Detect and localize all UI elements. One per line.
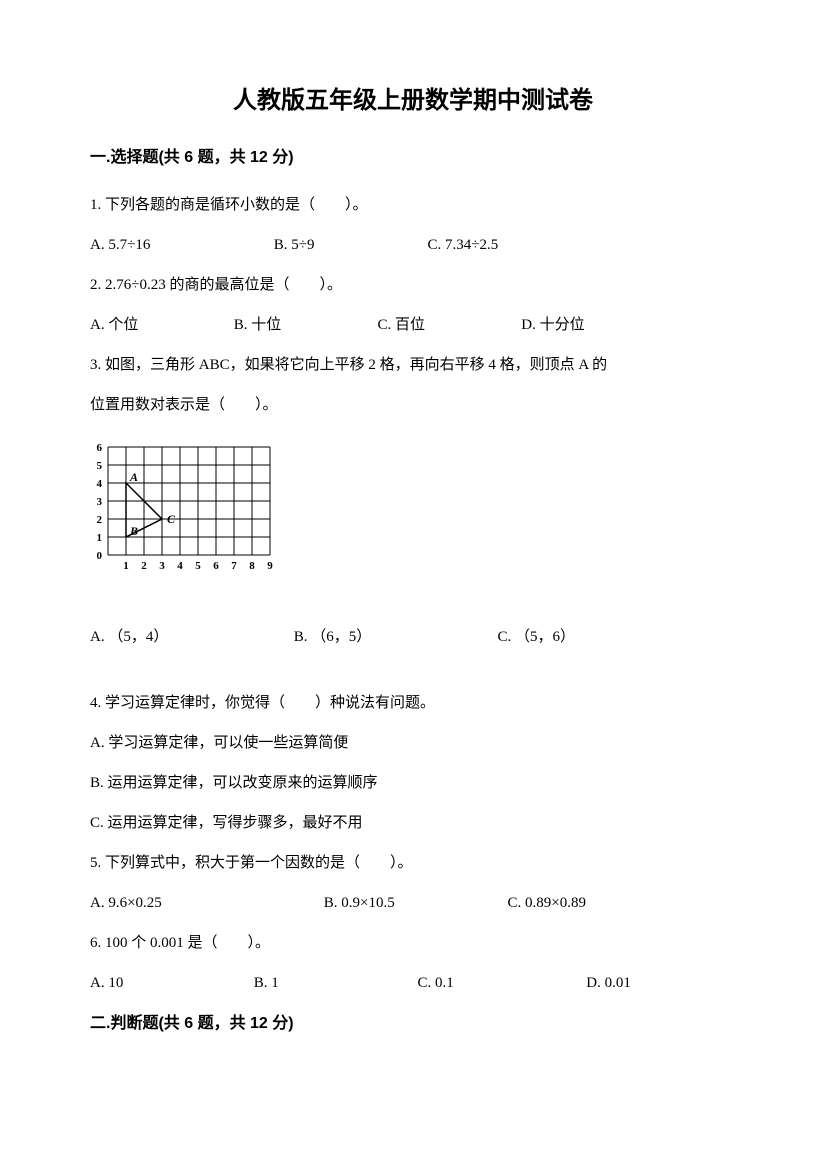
svg-text:C: C xyxy=(167,512,176,526)
svg-text:2: 2 xyxy=(97,514,103,526)
q2-opt-d: D. 十分位 xyxy=(521,307,661,343)
svg-text:6: 6 xyxy=(213,560,219,572)
q3-opt-a: A. （5，4） xyxy=(90,619,290,655)
q5-opt-b: B. 0.9×10.5 xyxy=(324,885,504,921)
svg-text:4: 4 xyxy=(97,478,103,490)
q1-opt-c: C. 7.34÷2.5 xyxy=(428,227,608,263)
question-4: 4. 学习运算定律时，你觉得（ ）种说法有问题。 xyxy=(90,685,736,721)
svg-text:B: B xyxy=(129,524,138,538)
svg-text:9: 9 xyxy=(267,560,273,572)
svg-text:6: 6 xyxy=(97,442,103,454)
q2-opt-b: B. 十位 xyxy=(234,307,374,343)
q2-opt-c: C. 百位 xyxy=(378,307,518,343)
svg-text:7: 7 xyxy=(231,560,237,572)
question-1-options: A. 5.7÷16 B. 5÷9 C. 7.34÷2.5 xyxy=(90,227,736,263)
svg-text:5: 5 xyxy=(195,560,201,572)
q2-opt-a: A. 个位 xyxy=(90,307,230,343)
q4-opt-a: A. 学习运算定律，可以使一些运算简便 xyxy=(90,725,736,761)
svg-text:8: 8 xyxy=(249,560,255,572)
q6-opt-c: C. 0.1 xyxy=(418,965,583,1001)
q1-opt-b: B. 5÷9 xyxy=(274,227,424,263)
q1-opt-a: A. 5.7÷16 xyxy=(90,227,270,263)
q5-opt-c: C. 0.89×0.89 xyxy=(508,885,663,921)
svg-text:0: 0 xyxy=(97,550,103,562)
svg-text:3: 3 xyxy=(97,496,103,508)
q5-opt-a: A. 9.6×0.25 xyxy=(90,885,320,921)
q6-opt-b: B. 1 xyxy=(254,965,414,1001)
section-1-header: 一.选择题(共 6 题，共 12 分) xyxy=(90,143,736,167)
question-6: 6. 100 个 0.001 是（ ）。 xyxy=(90,925,736,961)
question-2-options: A. 个位 B. 十位 C. 百位 D. 十分位 xyxy=(90,307,736,343)
svg-text:A: A xyxy=(129,470,138,484)
q3-opt-b: B. （6，5） xyxy=(294,619,494,655)
question-1: 1. 下列各题的商是循环小数的是（ ）。 xyxy=(90,187,736,223)
question-3-graph: 0123456123456789ABC xyxy=(90,441,736,591)
page-title: 人教版五年级上册数学期中测试卷 xyxy=(90,80,736,115)
question-6-options: A. 10 B. 1 C. 0.1 D. 0.01 xyxy=(90,965,736,1001)
svg-text:2: 2 xyxy=(141,560,147,572)
svg-text:1: 1 xyxy=(123,560,129,572)
q6-opt-a: A. 10 xyxy=(90,965,250,1001)
question-5: 5. 下列算式中，积大于第一个因数的是（ ）。 xyxy=(90,845,736,881)
question-3-line2: 位置用数对表示是（ ）。 xyxy=(90,387,736,423)
svg-text:5: 5 xyxy=(97,460,103,472)
section-2-header: 二.判断题(共 6 题，共 12 分) xyxy=(90,1009,736,1033)
question-2: 2. 2.76÷0.23 的商的最高位是（ ）。 xyxy=(90,267,736,303)
q4-opt-b: B. 运用运算定律，可以改变原来的运算顺序 xyxy=(90,765,736,801)
q4-opt-c: C. 运用运算定律，写得步骤多，最好不用 xyxy=(90,805,736,841)
svg-text:3: 3 xyxy=(159,560,165,572)
q3-opt-c: C. （5，6） xyxy=(498,619,576,655)
q6-opt-d: D. 0.01 xyxy=(586,965,631,1001)
svg-text:4: 4 xyxy=(177,560,183,572)
question-3-line1: 3. 如图，三角形 ABC，如果将它向上平移 2 格，再向右平移 4 格，则顶点… xyxy=(90,347,736,383)
question-5-options: A. 9.6×0.25 B. 0.9×10.5 C. 0.89×0.89 xyxy=(90,885,736,921)
svg-text:1: 1 xyxy=(97,532,103,544)
question-3-options: A. （5，4） B. （6，5） C. （5，6） xyxy=(90,619,736,655)
